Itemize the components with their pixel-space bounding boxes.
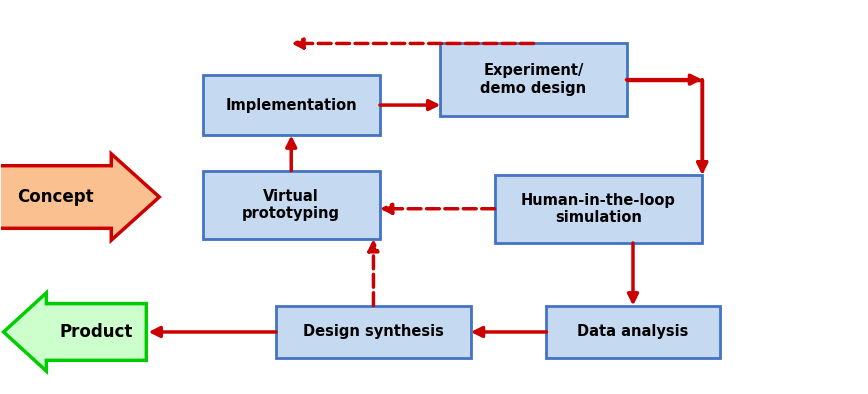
Polygon shape (0, 154, 160, 240)
Text: Implementation: Implementation (226, 98, 357, 113)
Text: Virtual
prototyping: Virtual prototyping (242, 189, 340, 221)
Text: Human-in-the-loop
simulation: Human-in-the-loop simulation (521, 193, 676, 225)
FancyBboxPatch shape (276, 306, 470, 359)
FancyBboxPatch shape (202, 171, 380, 239)
FancyBboxPatch shape (202, 75, 380, 136)
Text: Design synthesis: Design synthesis (303, 325, 444, 340)
Text: Experiment/
demo design: Experiment/ demo design (481, 63, 587, 96)
FancyBboxPatch shape (440, 43, 627, 116)
FancyBboxPatch shape (495, 175, 702, 243)
FancyArrowPatch shape (295, 39, 534, 48)
Text: Concept: Concept (17, 188, 94, 206)
Text: Data analysis: Data analysis (577, 325, 688, 340)
Polygon shape (3, 293, 147, 371)
FancyBboxPatch shape (547, 306, 720, 359)
Text: Product: Product (60, 323, 133, 341)
FancyArrowPatch shape (627, 80, 707, 171)
